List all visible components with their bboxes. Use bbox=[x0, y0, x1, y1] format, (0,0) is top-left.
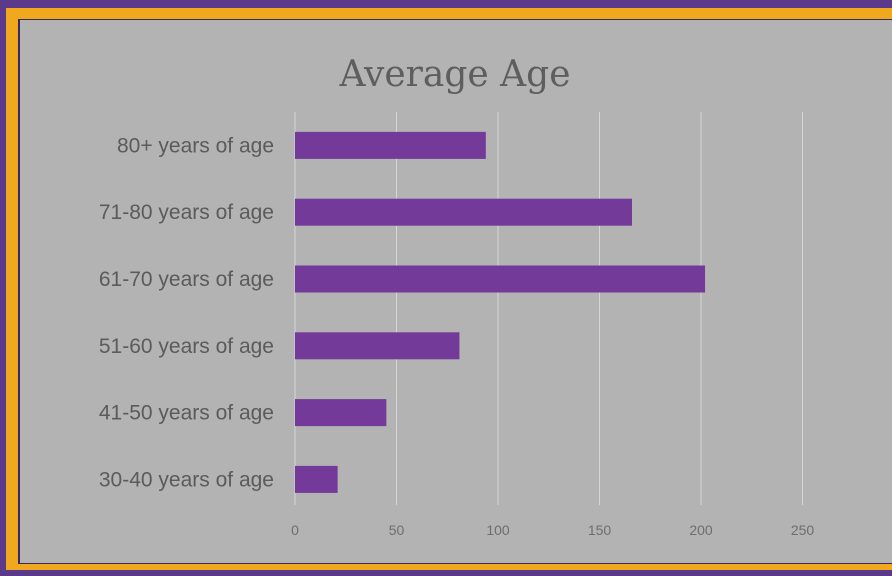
x-tick-label: 200 bbox=[689, 522, 713, 538]
x-tick-label: 50 bbox=[389, 522, 405, 538]
bar bbox=[295, 198, 632, 226]
category-label: 41-50 years of age bbox=[99, 402, 274, 425]
x-tick-label: 250 bbox=[791, 522, 815, 538]
chart-title: Average Age bbox=[339, 54, 571, 95]
x-tick-label: 0 bbox=[291, 522, 299, 538]
bar bbox=[295, 265, 706, 293]
category-label: 71-80 years of age bbox=[99, 201, 274, 224]
x-tick-label: 100 bbox=[486, 522, 510, 538]
category-label: 30-40 years of age bbox=[99, 468, 274, 491]
bar bbox=[295, 131, 486, 159]
bar bbox=[295, 332, 460, 360]
category-label: 80+ years of age bbox=[117, 134, 274, 157]
bar bbox=[295, 465, 338, 493]
x-tick-label: 150 bbox=[588, 522, 612, 538]
bars bbox=[295, 131, 706, 493]
category-label: 51-60 years of age bbox=[99, 335, 274, 358]
category-label: 61-70 years of age bbox=[99, 268, 274, 291]
gridlines bbox=[294, 112, 803, 505]
category-labels: 80+ years of age 71-80 years of age 61-70 … bbox=[99, 134, 274, 491]
bar bbox=[295, 399, 387, 427]
x-tick-labels: 0 50 100 150 200 250 bbox=[291, 522, 814, 538]
